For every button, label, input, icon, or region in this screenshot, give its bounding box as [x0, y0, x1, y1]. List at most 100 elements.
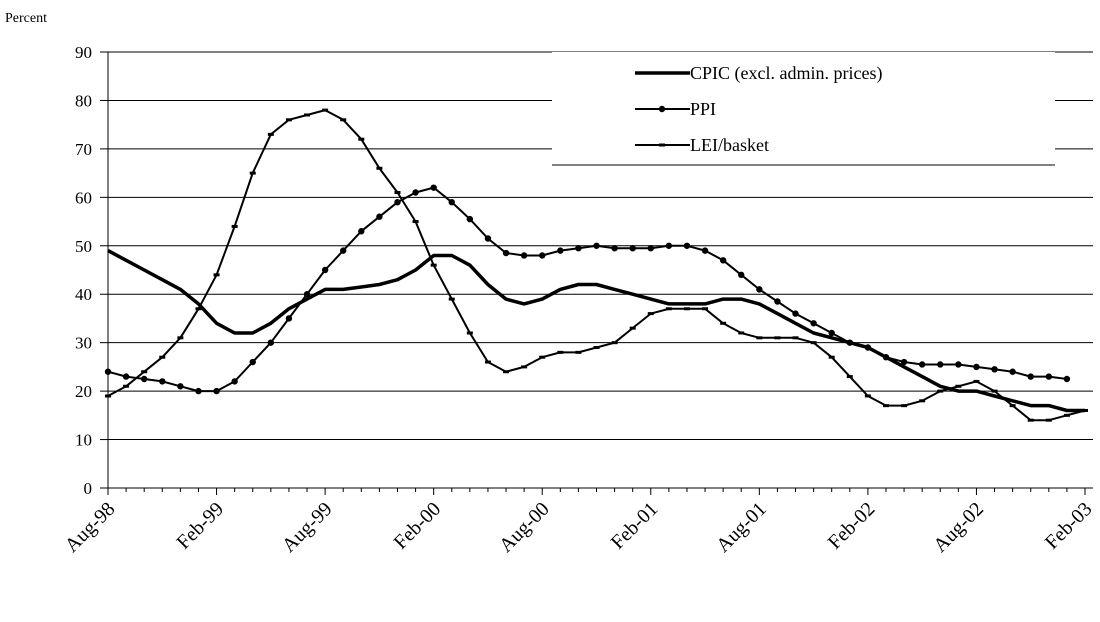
point: [539, 252, 546, 259]
point: [1027, 373, 1034, 380]
y-tick-label: 20: [75, 382, 92, 401]
y-tick-label: 30: [75, 334, 92, 353]
point: [394, 198, 401, 206]
y-tick-label: 50: [75, 237, 92, 256]
point: [520, 252, 528, 259]
point: [231, 378, 238, 385]
y-tick-label: 90: [75, 43, 92, 62]
point: [593, 242, 600, 249]
point: [430, 184, 437, 191]
point: [1063, 375, 1071, 383]
legend-label: LEI/basket: [690, 135, 769, 155]
point: [340, 118, 347, 122]
point: [774, 298, 781, 305]
point: [901, 404, 908, 408]
y-tick-label: 40: [75, 285, 92, 304]
point: [358, 228, 365, 235]
series-line: [107, 249, 1085, 413]
point: [973, 363, 980, 371]
point: [1009, 368, 1016, 375]
point: [122, 373, 130, 380]
point: [738, 331, 745, 335]
point: [1027, 418, 1034, 422]
point: [720, 321, 727, 325]
point: [159, 378, 166, 385]
point: [430, 263, 437, 267]
point: [701, 247, 709, 254]
point: [774, 336, 781, 340]
point: [195, 387, 202, 395]
point: [1045, 373, 1053, 380]
point: [846, 375, 853, 379]
point: [955, 384, 962, 388]
point: [140, 375, 148, 383]
point: [810, 320, 817, 327]
point: [1063, 413, 1070, 417]
point: [104, 368, 112, 375]
legend-marker: [658, 105, 666, 113]
point: [756, 336, 763, 340]
point: [304, 113, 311, 117]
point: [900, 358, 908, 366]
point: [1045, 418, 1052, 422]
point: [864, 394, 871, 398]
x-tick-label: Feb-99: [172, 498, 228, 554]
series: [107, 249, 1085, 413]
point: [919, 399, 926, 403]
point: [629, 245, 636, 252]
point: [412, 220, 419, 224]
point: [303, 291, 311, 298]
point: [846, 339, 853, 346]
point: [882, 354, 890, 361]
y-tick-label: 80: [75, 91, 92, 110]
point: [647, 312, 654, 316]
point: [665, 242, 673, 249]
point: [285, 118, 292, 122]
point: [231, 224, 238, 228]
point: [123, 384, 130, 388]
legend-marker: [659, 143, 665, 147]
point: [412, 189, 419, 196]
point: [249, 171, 256, 175]
point: [828, 329, 835, 337]
point: [756, 286, 763, 293]
point: [213, 273, 220, 277]
point: [738, 271, 745, 279]
point: [141, 370, 148, 374]
point: [629, 326, 636, 330]
x-tick-label: Aug-99: [278, 498, 337, 557]
x-tick-label: Aug-00: [495, 498, 554, 557]
point: [503, 370, 510, 374]
series: [105, 108, 1088, 422]
point: [466, 331, 473, 335]
point: [719, 257, 727, 264]
point: [484, 360, 491, 364]
point: [864, 344, 872, 351]
point: [448, 198, 455, 206]
y-tick-label: 0: [84, 479, 93, 498]
point: [665, 307, 672, 311]
y-tick-label: 10: [75, 431, 92, 450]
point: [792, 336, 799, 340]
point: [340, 247, 347, 254]
point: [557, 247, 564, 254]
point: [973, 379, 980, 383]
point: [484, 235, 492, 242]
point: [937, 361, 944, 368]
point: [593, 346, 600, 350]
point: [376, 166, 383, 170]
x-tick-label: Feb-02: [824, 498, 880, 554]
point: [683, 307, 690, 311]
point: [521, 365, 528, 369]
point: [321, 266, 329, 274]
point: [177, 336, 184, 340]
point: [1009, 404, 1016, 408]
point: [991, 366, 998, 373]
point: [702, 307, 709, 311]
point: [105, 394, 111, 398]
x-tick-label: Aug-01: [712, 498, 771, 557]
point: [937, 389, 944, 393]
x-tick-label: Aug-98: [61, 498, 120, 557]
x-tick-label: Aug-02: [929, 498, 988, 557]
point: [502, 249, 510, 257]
